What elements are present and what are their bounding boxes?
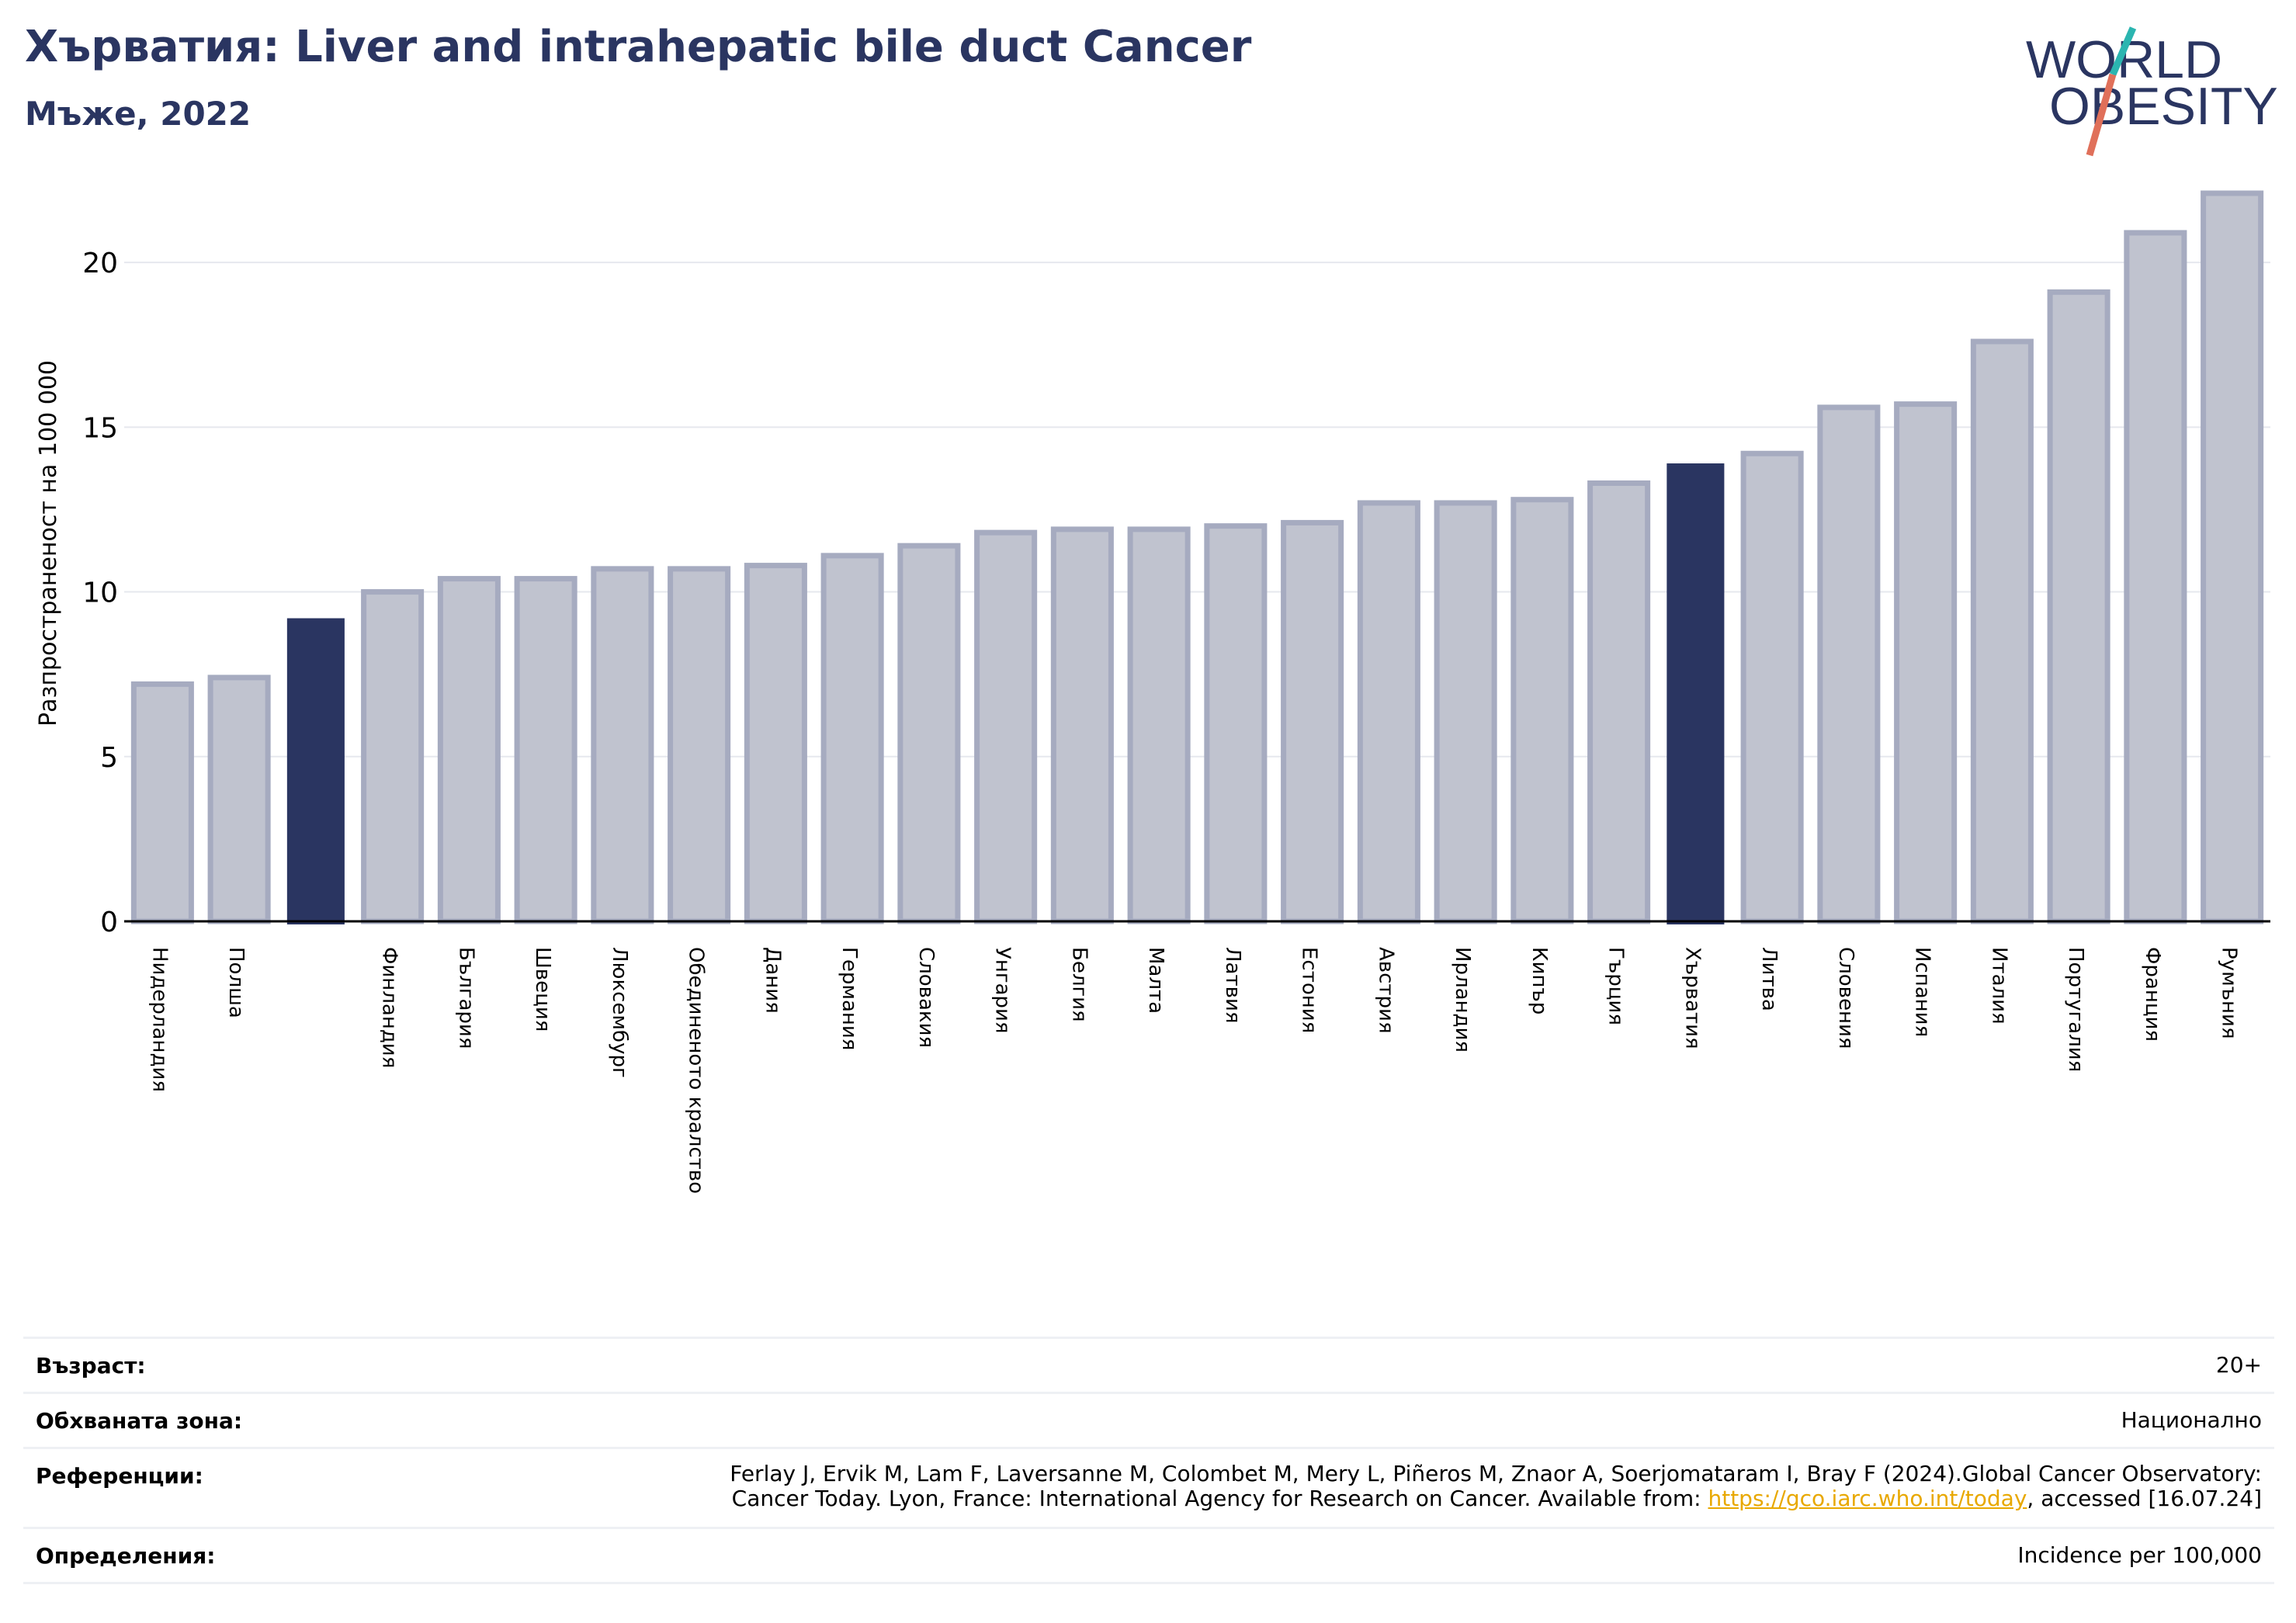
bar: [1204, 523, 1268, 924]
x-tick-label: Естония: [1298, 947, 1321, 1033]
bar: [897, 543, 961, 924]
x-tick-label: Люксембург: [608, 947, 631, 1078]
bar: [820, 553, 884, 924]
x-tick-label: Словения: [1834, 947, 1857, 1049]
x-tick-label: Литва: [1757, 947, 1781, 1011]
bar: [744, 563, 807, 924]
age-value: 20+: [2215, 1352, 2262, 1378]
references-row: Референции: Ferlay J, Ervik M, Lam F, La…: [23, 1447, 2274, 1527]
x-tick-label: Латвия: [1221, 947, 1244, 1024]
area-value: Национално: [2121, 1407, 2262, 1433]
bar: [514, 576, 577, 924]
definitions-row: Определения: Incidence per 100,000: [23, 1527, 2274, 1584]
bar: [1434, 500, 1497, 924]
x-tick-label: Полша: [224, 947, 248, 1018]
bar: [2124, 230, 2187, 924]
x-tick-label: Малта: [1144, 947, 1167, 1014]
references-line2-pre: Cancer Today. Lyon, France: Internationa…: [731, 1486, 1708, 1511]
x-tick-label: Швеция: [531, 947, 554, 1032]
x-tick-label: Обединеното кралство: [685, 947, 708, 1194]
x-tick-label: Словакия: [914, 947, 938, 1048]
references-value: Ferlay J, Ervik M, Lam F, Laversanne M, …: [730, 1462, 2262, 1511]
metadata-table: Възраст: 20+ Обхваната зона: Национално …: [23, 1337, 2274, 1584]
bar: [974, 529, 1038, 924]
area-label: Обхваната зона:: [36, 1408, 243, 1434]
bar: [1667, 463, 1725, 924]
bar: [1281, 519, 1344, 924]
bar: [1510, 497, 1574, 924]
x-tick-label: Белгия: [1067, 947, 1091, 1022]
y-tick-label: 20: [82, 248, 118, 279]
x-tick-label: Италия: [1987, 947, 2010, 1025]
y-tick-label: 10: [82, 577, 118, 609]
references-link[interactable]: https://gco.iarc.who.int/today: [1708, 1486, 2027, 1511]
bar: [1127, 526, 1191, 924]
bar: [1817, 404, 1881, 924]
y-axis-label: Разпространеност на 100 000: [35, 360, 62, 727]
bar: [1587, 480, 1651, 924]
chart-subtitle: Мъже, 2022: [25, 95, 251, 133]
definitions-value: Incidence per 100,000: [2017, 1542, 2262, 1568]
bar: [668, 566, 731, 924]
x-tick-label: Нидерландия: [147, 947, 171, 1092]
bar: [2201, 190, 2264, 924]
y-tick-label: 15: [82, 412, 118, 444]
x-tick-label: Испания: [1911, 947, 1934, 1037]
bar: [437, 576, 501, 924]
x-tick-label: Ирландия: [1451, 947, 1474, 1053]
bar: [1050, 526, 1114, 924]
bar: [130, 681, 194, 924]
bar-chart: Нидерландия Полша Финландия България Швеция Л…: [35, 190, 2270, 1194]
x-tick-label: Финландия: [378, 947, 401, 1068]
x-tick-label: Португалия: [2064, 947, 2087, 1072]
x-tick-label: Франция: [2141, 947, 2164, 1042]
y-tick-label: 5: [100, 742, 118, 774]
area-row: Обхваната зона: Национално: [23, 1392, 2274, 1447]
x-tick-label: Хърватия: [1680, 947, 1704, 1049]
bar: [207, 675, 271, 924]
bar: [1357, 500, 1420, 924]
bar: [591, 566, 654, 924]
definitions-label: Определения:: [36, 1543, 216, 1569]
bar: [361, 589, 425, 924]
bar: [1740, 450, 1804, 924]
x-tick-label: Румъния: [2218, 947, 2241, 1039]
age-row: Възраст: 20+: [23, 1337, 2274, 1392]
x-tick-label: Дания: [761, 947, 784, 1014]
y-tick-label: 0: [100, 907, 118, 938]
world-obesity-logo: WORLD OBESITY: [2026, 26, 2278, 157]
x-tick-label: Германия: [838, 947, 861, 1050]
bar: [286, 618, 345, 924]
bar: [1894, 401, 1958, 924]
x-tick-label: Кипър: [1528, 947, 1551, 1014]
references-line2-post: , accessed [16.07.24]: [2027, 1486, 2262, 1511]
chart-title: Хърватия: Liver and intrahepatic bile du…: [25, 22, 1252, 72]
age-label: Възраст:: [36, 1353, 146, 1379]
references-label: Референции:: [36, 1463, 203, 1489]
x-tick-label: България: [454, 947, 477, 1049]
x-tick-label: Гърция: [1604, 947, 1628, 1025]
x-tick-label: Унгария: [991, 947, 1014, 1033]
logo-line2: OBESITY: [2049, 77, 2278, 136]
bar: [2047, 289, 2110, 924]
x-tick-label: Австрия: [1374, 947, 1397, 1034]
references-line1: Ferlay J, Ervik M, Lam F, Laversanne M, …: [730, 1461, 2262, 1486]
bar: [1970, 338, 2034, 924]
